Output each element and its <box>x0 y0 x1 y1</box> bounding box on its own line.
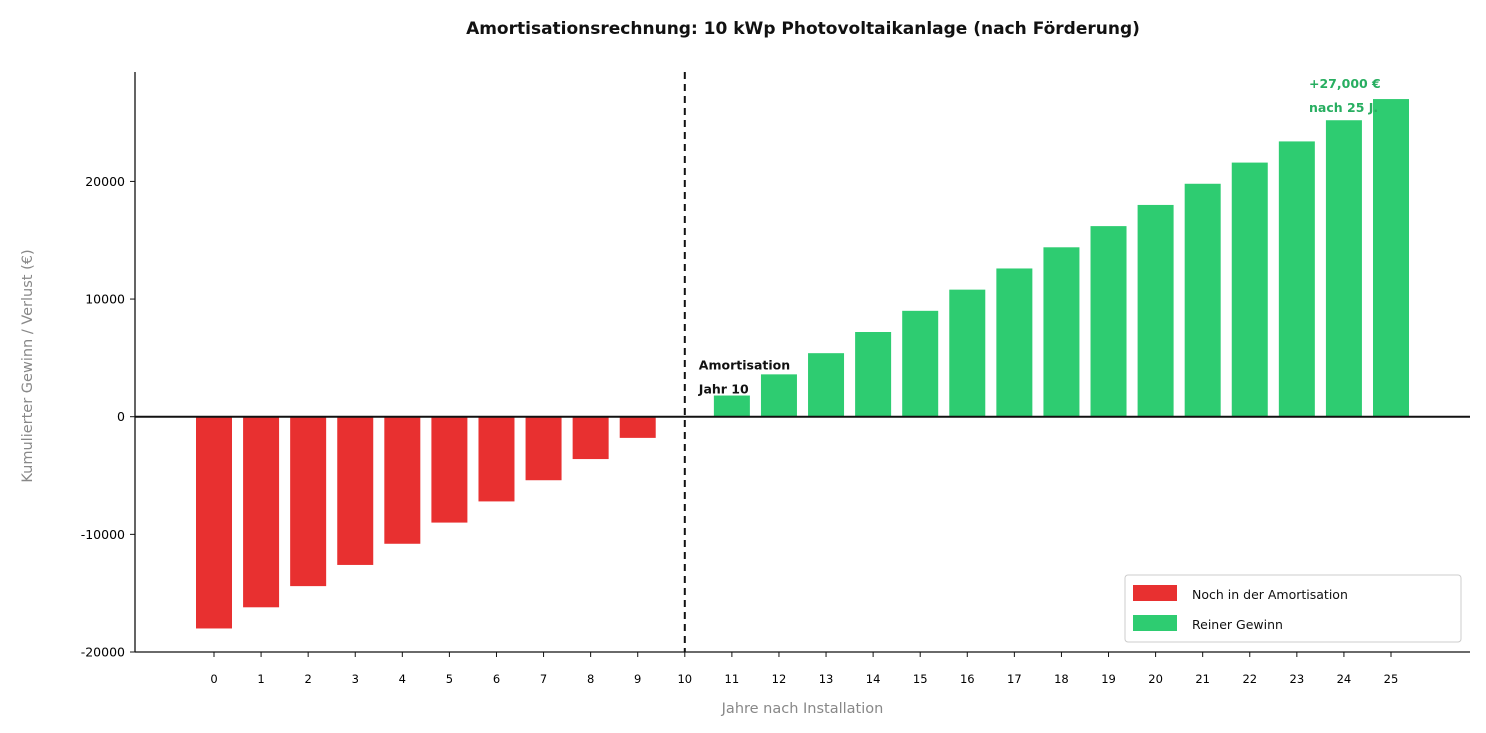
y-tick-label: 0 <box>117 409 125 424</box>
chart-title: Amortisationsrechnung: 10 kWp Photovolta… <box>466 19 1140 39</box>
bar-year-3 <box>337 416 374 565</box>
x-tick-label: 14 <box>866 672 881 686</box>
x-tick-label: 4 <box>399 672 406 686</box>
x-tick-label: 24 <box>1337 672 1352 686</box>
y-tick-label: 20000 <box>85 174 125 189</box>
bar-year-17 <box>996 268 1033 417</box>
x-tick-label: 18 <box>1054 672 1069 686</box>
x-tick-label: 19 <box>1101 672 1116 686</box>
y-tick-label: 10000 <box>85 292 125 307</box>
bar-year-13 <box>808 353 845 417</box>
x-tick-label: 8 <box>587 672 594 686</box>
bar-year-14 <box>855 332 892 417</box>
bar-year-19 <box>1090 226 1127 417</box>
bar-year-12 <box>760 374 797 417</box>
bar-year-21 <box>1184 183 1221 417</box>
x-tick-label: 3 <box>352 672 359 686</box>
bar-year-23 <box>1278 141 1315 417</box>
bar-year-8 <box>572 416 609 460</box>
final-profit-annotation: +27,000 € nach 25 J. <box>1309 76 1385 115</box>
legend: Noch in der Amortisation Reiner Gewinn <box>1124 574 1462 643</box>
x-tick-label: 9 <box>634 672 641 686</box>
legend-label-amortization: Noch in der Amortisation <box>1192 587 1348 602</box>
breakeven-annotation-line1: Amortisation <box>699 358 790 373</box>
ticks-group: 0 1 2 3 4 5 6 7 8 9 10 11 12 13 14 15 16 17 18 19 20 21 22 23 24… <box>81 174 1399 686</box>
x-tick-label: 16 <box>960 672 975 686</box>
bar-year-0 <box>196 416 232 629</box>
x-tick-label: 21 <box>1195 672 1210 686</box>
x-tick-label: 22 <box>1242 672 1257 686</box>
bar-year-4 <box>384 416 421 544</box>
bar-year-7 <box>525 416 562 481</box>
x-tick-label: 23 <box>1290 672 1305 686</box>
breakeven-annotation: Amortisation Jahr 10 <box>698 358 795 397</box>
bar-year-20 <box>1137 204 1174 417</box>
x-tick-label: 15 <box>913 672 928 686</box>
x-tick-label: 6 <box>493 672 500 686</box>
final-profit-annotation-line1: +27,000 € <box>1309 76 1381 91</box>
legend-swatch-profit <box>1133 615 1177 631</box>
final-profit-annotation-line2: nach 25 J. <box>1309 100 1378 115</box>
legend-box <box>1124 574 1462 643</box>
bar-year-11 <box>713 395 750 417</box>
x-tick-label: 1 <box>257 672 264 686</box>
x-tick-label: 17 <box>1007 672 1022 686</box>
x-tick-label: 13 <box>819 672 834 686</box>
bar-year-24 <box>1325 120 1362 417</box>
bar-year-2 <box>290 416 327 587</box>
x-tick-label: 20 <box>1148 672 1163 686</box>
x-axis-label: Jahre nach Installation <box>721 701 884 717</box>
x-tick-label: 7 <box>540 672 547 686</box>
x-tick-label: 12 <box>772 672 787 686</box>
bar-year-5 <box>431 416 468 523</box>
bar-year-25 <box>1373 99 1409 417</box>
bar-year-16 <box>949 289 986 417</box>
bar-year-18 <box>1043 247 1080 417</box>
y-axis-label: Kumulierter Gewinn / Verlust (€) <box>20 249 36 482</box>
x-tick-label: 11 <box>725 672 740 686</box>
x-tick-label: 2 <box>304 672 311 686</box>
bar-year-15 <box>902 310 939 417</box>
y-tick-label: -10000 <box>81 527 125 542</box>
bar-year-22 <box>1231 162 1268 417</box>
bars-group <box>196 99 1409 629</box>
y-tick-label: -20000 <box>81 645 125 660</box>
x-tick-label: 5 <box>446 672 453 686</box>
bar-year-6 <box>478 416 515 502</box>
bar-year-1 <box>243 416 280 608</box>
breakeven-annotation-line2: Jahr 10 <box>698 382 749 397</box>
bar-year-9 <box>619 416 656 438</box>
x-tick-label: 0 <box>210 672 217 686</box>
x-tick-label: 10 <box>677 672 692 686</box>
legend-swatch-amortization <box>1133 585 1177 601</box>
x-tick-label: 25 <box>1384 672 1399 686</box>
legend-label-profit: Reiner Gewinn <box>1192 617 1283 632</box>
